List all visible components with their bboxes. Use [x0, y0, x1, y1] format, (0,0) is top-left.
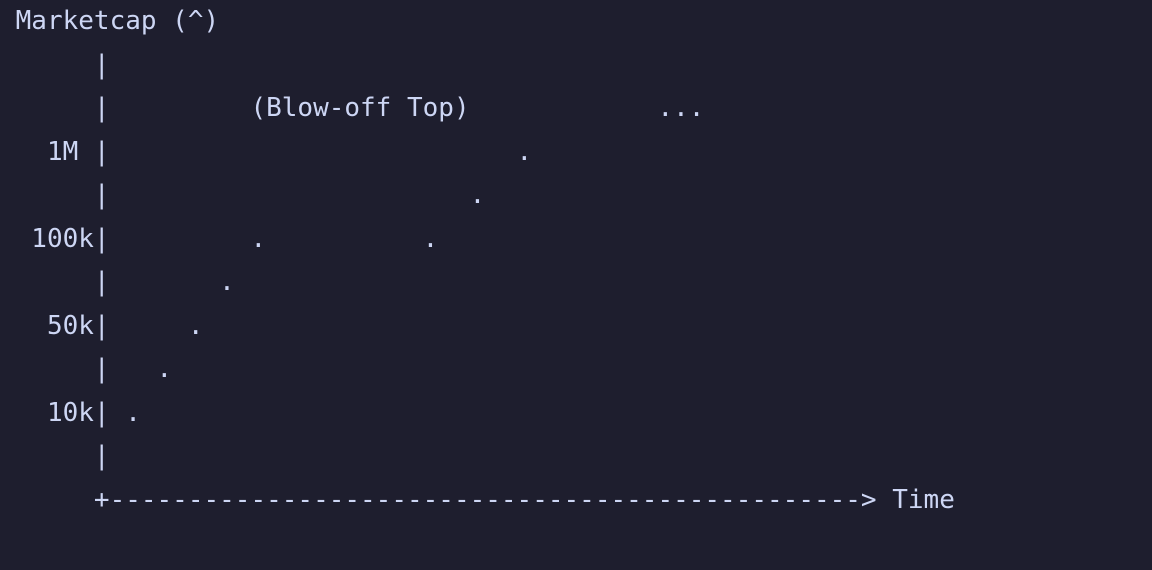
marketcap-ascii-chart: Marketcap (^) | | (Blow-off Top) ... 1M … — [0, 0, 1152, 522]
